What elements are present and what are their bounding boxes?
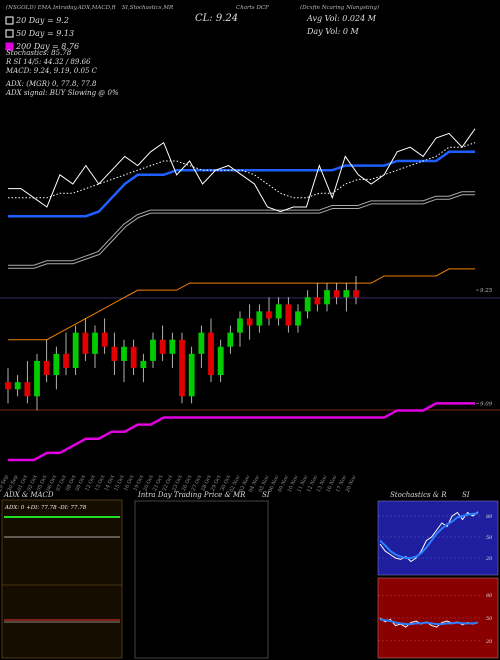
candle-body [111,346,118,361]
close-price: CL: 9.24 [195,13,238,24]
legend-label: 200 Day = 8.76 [15,42,79,51]
y-tick-label: 9.09 [480,401,493,407]
rsi-panel [377,577,499,659]
legend-label: 50 Day = 9.13 [16,29,74,38]
candle-body [314,297,321,305]
panel-title: SI [262,491,270,499]
indicator-line [379,511,479,563]
candle-body [304,297,311,312]
legend-label: 20 Day = 9.2 [15,16,69,25]
header-top: (NSGOLD) EMA,Intraday,ADX,MACD,R [6,4,116,11]
candle-body [72,332,79,368]
candle-body [34,360,40,397]
candle-body [43,360,50,376]
candle-body [217,346,224,376]
candle-body [53,353,60,376]
candle-body [140,360,147,368]
candle-body [295,311,301,326]
candle-body [63,353,69,368]
candle-body [14,382,21,390]
candle-body [208,332,214,376]
indicator-line [379,618,479,626]
legend-swatch [5,29,14,38]
candle-body [343,290,350,298]
candle-body [188,353,195,397]
day-volume: Day Vol: 0 M [306,27,360,36]
candle-body [198,332,205,354]
indicator-line [8,402,475,462]
legend-swatch [5,42,14,51]
candle-body [353,290,359,298]
candle-body [266,311,272,319]
y-tick-label: 80 [486,514,493,520]
candle-body [82,332,89,354]
indicator-line [8,142,476,199]
header-top: SI,Stochastics,MR [122,5,173,11]
candle-body [324,290,330,305]
panel-title: SI [462,491,470,499]
adx-values: ADX: 0 +DI: 77.78 -DI: 77.78 [4,505,87,511]
header-top: Charts DCF [236,5,269,11]
avg-volume: Avg Vol: 0.024 M [306,14,377,23]
stat: MACD: 9.24, 9.19, 0.05 C [5,67,98,75]
y-tick-label: 20 [485,556,493,562]
candle-body [275,304,282,319]
candle-body [285,304,292,326]
candle-body [92,332,98,354]
candle-body [130,346,137,368]
stat: ADX: (MGR) 0, 77.8, 77.8 [5,80,97,88]
candle-body [333,290,340,298]
stat: Stochastics: 85.78 [6,49,72,57]
candle-body [237,318,243,333]
candle-body [121,346,127,361]
candle-body [150,339,156,361]
candle-body [169,339,176,354]
y-tick-label: 9.25 [480,288,493,294]
candle-body [101,332,108,347]
panel-title: Intra Day Trading Price & MR [137,491,246,499]
line-inner [8,192,475,268]
candle-body [159,339,166,354]
y-tick-label: 50 [486,616,493,622]
candle-body [24,382,31,397]
candle-body [256,311,263,326]
y-tick-label: 50 [486,535,493,541]
panel-title: ADX & MACD [3,491,54,499]
y-tick-label: 80 [486,593,493,599]
adx-panel [1,499,123,659]
intraday-panel [134,500,269,659]
legend: 20 Day = 9.2 50 Day = 9.13 200 Day = 8.76 [5,16,79,51]
header-top: (Dcxfin Ncaring Nlangsting) [300,4,379,11]
indicator-line [8,128,476,213]
legend-swatch [5,16,14,25]
indicator-line [8,268,475,341]
candle-body [179,339,185,397]
stat: R SI 14/5: 44.32 / 89.66 [5,58,91,66]
stoch-panel [377,500,499,576]
indicator-line [379,512,479,559]
stat: ADX signal: BUY Slowing @ 0% [5,89,119,97]
candle-body [5,382,11,390]
candle-body [227,332,234,347]
candle-body [246,318,253,326]
indicator-line [8,150,475,218]
panel-title: Stochastics & R [390,491,447,499]
y-tick-label: 20 [485,639,493,645]
x-tick-label: 29 Sep [0,474,10,492]
